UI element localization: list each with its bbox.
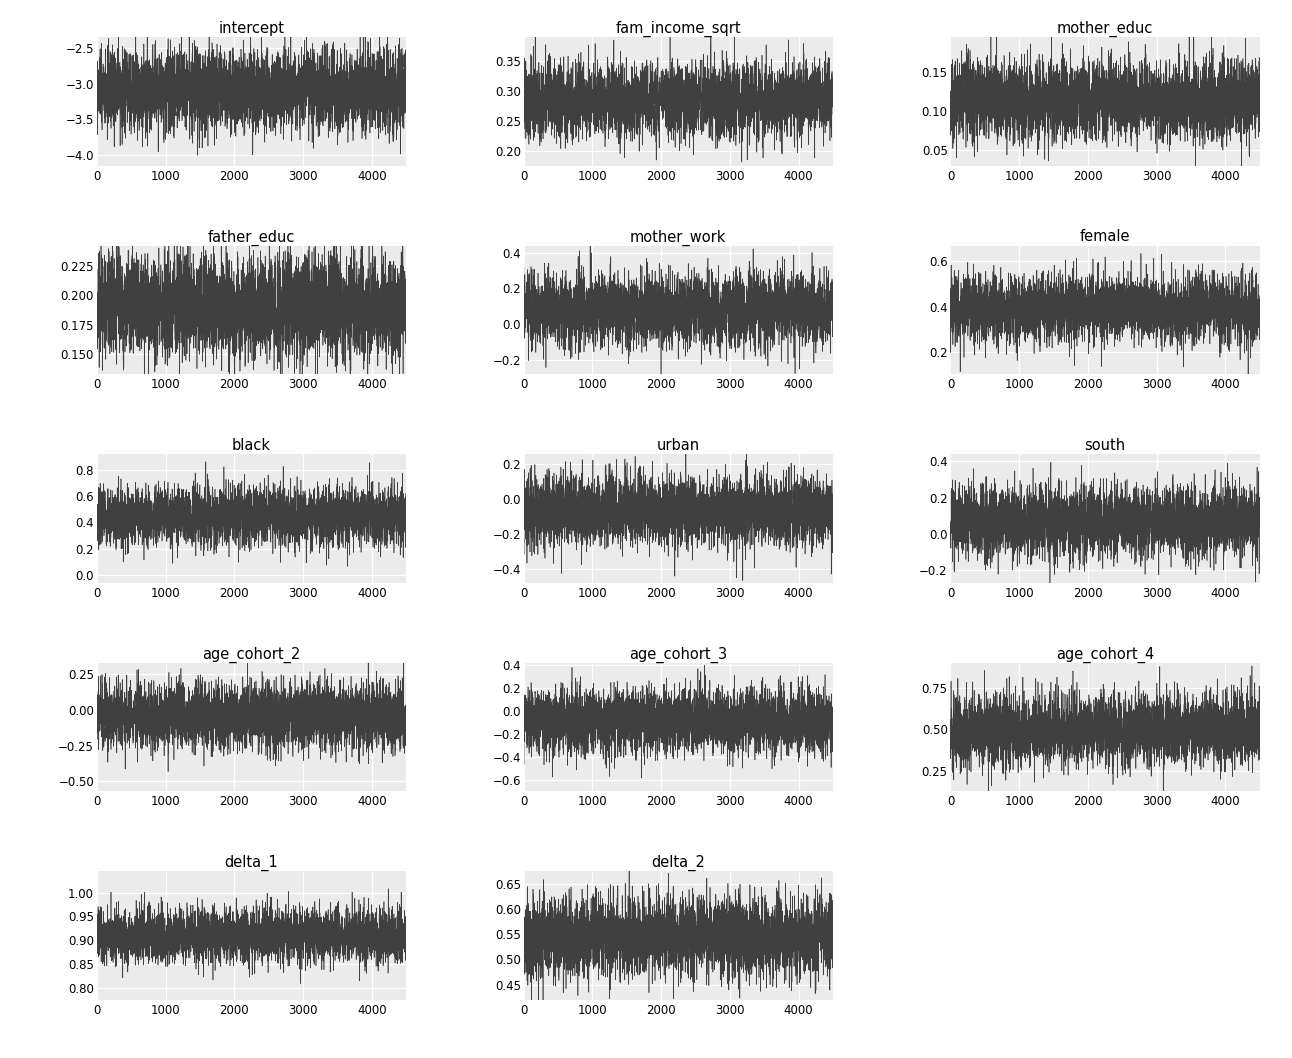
Title: south: south [1084,438,1125,453]
Title: age_cohort_3: age_cohort_3 [629,646,727,662]
Title: age_cohort_2: age_cohort_2 [203,646,301,662]
Title: age_cohort_4: age_cohort_4 [1056,646,1154,662]
Title: delta_1: delta_1 [225,855,278,871]
Title: intercept: intercept [218,21,284,36]
Title: urban: urban [656,438,700,453]
Title: father_educ: father_educ [208,230,295,245]
Title: mother_work: mother_work [630,230,726,245]
Title: mother_educ: mother_educ [1057,21,1154,37]
Title: black: black [233,438,271,453]
Title: female: female [1080,230,1130,244]
Title: fam_income_sqrt: fam_income_sqrt [615,21,742,37]
Title: delta_2: delta_2 [651,855,705,871]
